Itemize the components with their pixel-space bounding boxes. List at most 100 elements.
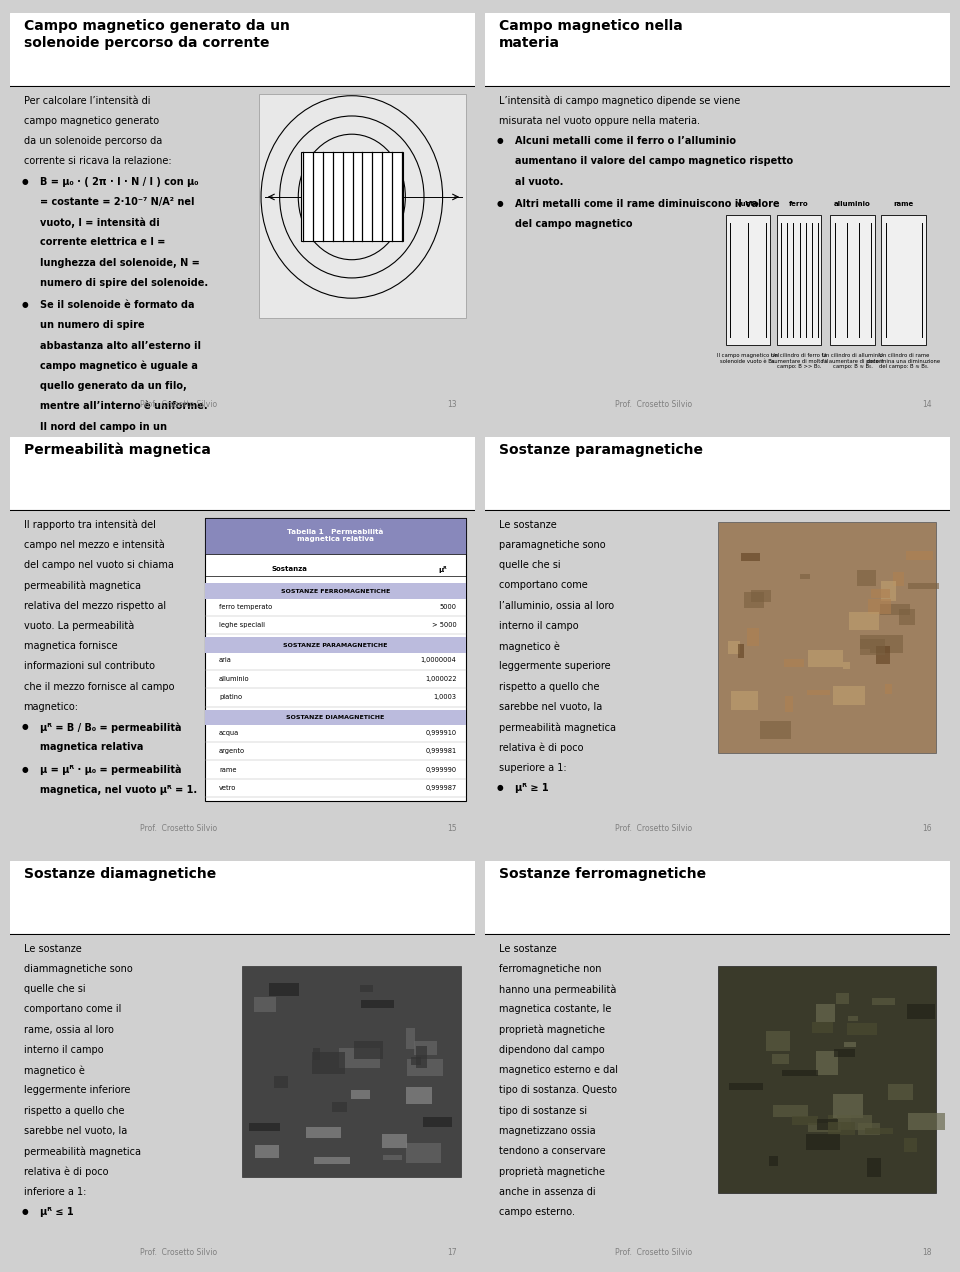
Text: vuoto: vuoto: [736, 201, 759, 207]
Bar: [867, 1159, 881, 1177]
Text: magnetico:: magnetico:: [24, 702, 79, 712]
Bar: [844, 1042, 856, 1048]
Text: argento: argento: [219, 748, 245, 754]
Bar: [258, 94, 466, 318]
Bar: [726, 215, 770, 345]
Bar: [738, 644, 744, 658]
Bar: [305, 1127, 341, 1138]
Bar: [255, 1145, 278, 1159]
Bar: [843, 663, 851, 669]
Bar: [859, 639, 885, 655]
Bar: [888, 1084, 913, 1100]
Bar: [781, 1070, 818, 1076]
Text: Permeabilità magnetica: Permeabilità magnetica: [24, 443, 210, 458]
Text: tendono a conservare: tendono a conservare: [499, 1146, 606, 1156]
Bar: [718, 965, 936, 1193]
Bar: [205, 710, 466, 725]
Text: 14: 14: [923, 399, 932, 408]
Text: inferiore a 1:: inferiore a 1:: [24, 1187, 86, 1197]
Bar: [807, 689, 829, 696]
Text: lunghezza del solenoide, N =: lunghezza del solenoide, N =: [40, 258, 200, 267]
Bar: [205, 518, 466, 801]
Bar: [849, 612, 878, 630]
Bar: [870, 635, 902, 654]
Bar: [908, 583, 939, 589]
Bar: [416, 1047, 427, 1068]
Bar: [872, 999, 895, 1005]
Text: 16: 16: [923, 824, 932, 833]
Text: Per calcolare l’intensità di: Per calcolare l’intensità di: [24, 95, 150, 106]
Text: relativa del mezzo rispetto al: relativa del mezzo rispetto al: [24, 600, 166, 611]
Text: platino: platino: [219, 695, 242, 701]
Bar: [339, 1048, 380, 1068]
Text: tipo di sostanze si: tipo di sostanze si: [499, 1105, 587, 1116]
Bar: [270, 983, 299, 996]
Bar: [300, 153, 403, 242]
Text: μᴿ ≤ 1: μᴿ ≤ 1: [40, 1207, 74, 1217]
Text: Sostanze ferromagnetiche: Sostanze ferromagnetiche: [499, 866, 706, 880]
Bar: [906, 551, 933, 560]
Text: Il nord del campo in un: Il nord del campo in un: [40, 422, 167, 431]
Text: leggermente superiore: leggermente superiore: [499, 661, 611, 672]
Text: hanno una permeabilità: hanno una permeabilità: [499, 985, 616, 995]
Text: vuoto. La permeabilità: vuoto. La permeabilità: [24, 621, 133, 631]
Text: un numero di spire: un numero di spire: [40, 321, 145, 331]
Text: corrente elettrica e l =: corrente elettrica e l =: [40, 238, 165, 248]
Bar: [332, 1103, 348, 1112]
Text: 1,000022: 1,000022: [425, 675, 457, 682]
Bar: [406, 1028, 416, 1049]
Text: comportano come il: comportano come il: [24, 1005, 121, 1015]
Text: al vuoto.: al vuoto.: [516, 177, 564, 187]
Text: alluminio: alluminio: [219, 675, 250, 682]
Text: campo magnetico generato: campo magnetico generato: [24, 116, 158, 126]
Bar: [834, 1049, 855, 1057]
Text: 15: 15: [447, 824, 457, 833]
Text: diammagnetiche sono: diammagnetiche sono: [24, 964, 132, 974]
Text: 1,0000004: 1,0000004: [420, 658, 457, 664]
Text: sarebbe nel vuoto, la: sarebbe nel vuoto, la: [24, 1126, 127, 1136]
Text: Le sostanze: Le sostanze: [499, 944, 557, 954]
Text: mentre all’interno è uniforme.: mentre all’interno è uniforme.: [40, 402, 207, 411]
Text: Campo magnetico generato da un
solenoide percorso da corrente: Campo magnetico generato da un solenoide…: [24, 19, 290, 50]
Bar: [881, 580, 896, 602]
Text: Alcuni metalli come il ferro o l’alluminio: Alcuni metalli come il ferro o l’allumin…: [516, 136, 736, 146]
Text: ●: ●: [496, 136, 503, 145]
Text: vuoto, I = intensità di: vuoto, I = intensità di: [40, 218, 159, 228]
Bar: [868, 599, 891, 614]
Bar: [811, 1021, 833, 1033]
Bar: [907, 1004, 935, 1019]
Bar: [800, 575, 810, 579]
Text: 17: 17: [447, 1248, 457, 1257]
Bar: [422, 1117, 452, 1127]
Bar: [769, 1156, 778, 1166]
Bar: [808, 1123, 841, 1132]
Text: magnetica relativa: magnetica relativa: [40, 743, 143, 753]
Bar: [837, 1114, 872, 1131]
Bar: [361, 1000, 395, 1009]
Text: SOSTANZE PARAMAGNETICHE: SOSTANZE PARAMAGNETICHE: [283, 642, 388, 647]
Bar: [254, 997, 276, 1011]
Bar: [865, 1128, 893, 1135]
Text: abbastanza alto all’esterno il: abbastanza alto all’esterno il: [40, 341, 201, 351]
Text: 0,999981: 0,999981: [425, 748, 457, 754]
Bar: [876, 646, 890, 664]
Text: Prof.  Crosetto Silvio: Prof. Crosetto Silvio: [615, 824, 692, 833]
Text: ●: ●: [496, 198, 503, 209]
Bar: [773, 1105, 807, 1117]
Bar: [382, 1135, 407, 1149]
Text: Le sostanze: Le sostanze: [24, 944, 82, 954]
Bar: [485, 861, 950, 934]
Bar: [784, 659, 804, 667]
Bar: [10, 861, 475, 934]
Text: magnetica, nel vuoto μᴿ = 1.: magnetica, nel vuoto μᴿ = 1.: [40, 785, 197, 795]
Text: rame, ossia al loro: rame, ossia al loro: [24, 1025, 113, 1034]
Bar: [354, 1042, 383, 1060]
Bar: [744, 593, 764, 608]
Bar: [250, 1123, 279, 1131]
Bar: [741, 553, 760, 561]
Text: campo nel mezzo e intensità: campo nel mezzo e intensità: [24, 541, 164, 551]
Text: proprietà magnetiche: proprietà magnetiche: [499, 1025, 605, 1035]
Bar: [405, 1086, 432, 1104]
Text: magnetica fornisce: magnetica fornisce: [24, 641, 117, 651]
Bar: [899, 609, 915, 625]
